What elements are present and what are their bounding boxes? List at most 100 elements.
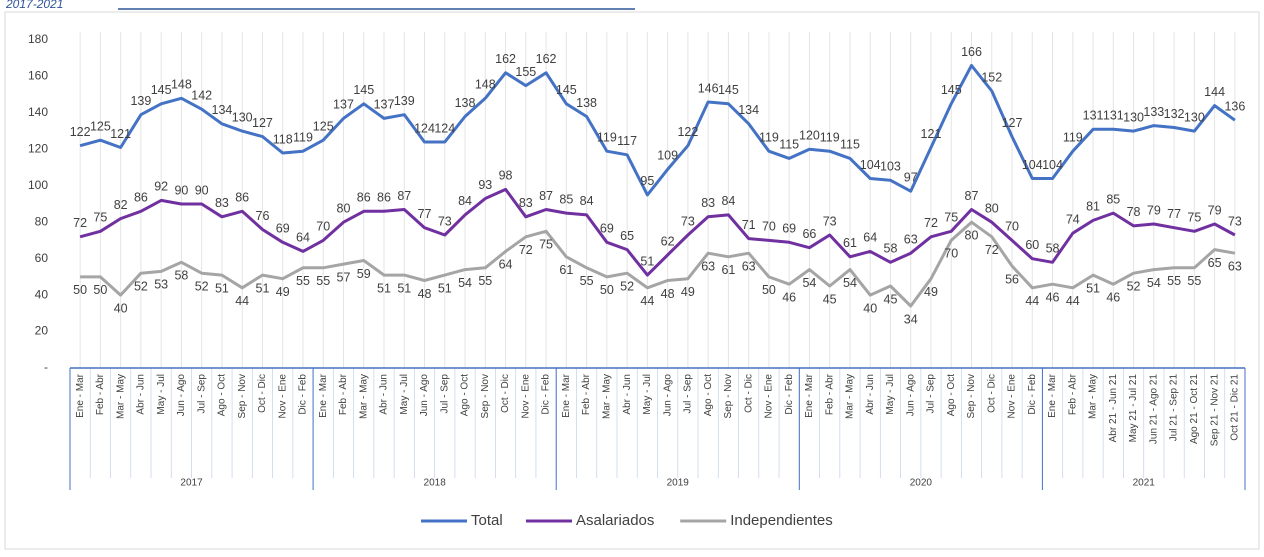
y-tick-label: 100 bbox=[28, 178, 48, 192]
data-label: 133 bbox=[1143, 105, 1164, 119]
data-label: 74 bbox=[1066, 212, 1080, 226]
data-label: 90 bbox=[195, 183, 209, 197]
group-label: 2021 bbox=[1133, 478, 1156, 489]
data-label: 115 bbox=[840, 138, 860, 152]
data-label: 85 bbox=[1106, 192, 1120, 206]
data-label: 125 bbox=[90, 120, 111, 134]
data-label: 92 bbox=[154, 180, 168, 194]
data-label: 49 bbox=[924, 285, 938, 299]
data-label: 146 bbox=[698, 81, 719, 95]
data-label: 72 bbox=[924, 216, 938, 230]
data-label: 98 bbox=[499, 169, 513, 183]
data-label: 93 bbox=[478, 178, 492, 192]
data-label: 131 bbox=[1083, 109, 1104, 123]
y-tick-label: 80 bbox=[35, 214, 49, 228]
data-label: 119 bbox=[293, 130, 313, 144]
data-label: 139 bbox=[130, 94, 151, 108]
data-label: 80 bbox=[965, 229, 979, 243]
x-tick-label: Feb - Abr bbox=[1067, 373, 1078, 415]
x-tick-label: Mar - May bbox=[845, 374, 856, 419]
data-label: 58 bbox=[884, 242, 898, 256]
x-tick-label: Nov - Ene bbox=[520, 374, 531, 419]
legend-label: Asalariados bbox=[576, 512, 654, 529]
data-label: 46 bbox=[782, 290, 796, 304]
series-line bbox=[80, 220, 1236, 308]
data-label: 136 bbox=[1224, 99, 1245, 113]
data-label: 44 bbox=[1025, 294, 1039, 308]
data-label: 65 bbox=[620, 229, 634, 243]
x-tick-label: Ago - Oct bbox=[460, 374, 471, 416]
data-label: 84 bbox=[580, 194, 594, 208]
data-label: 59 bbox=[357, 267, 371, 281]
data-label: 145 bbox=[941, 83, 962, 97]
x-tick-label: Ago - Oct bbox=[703, 374, 714, 416]
data-label: 115 bbox=[779, 138, 799, 152]
data-label: 55 bbox=[1167, 274, 1181, 288]
data-label: 148 bbox=[475, 78, 496, 92]
data-label: 162 bbox=[536, 52, 557, 66]
data-label: 58 bbox=[174, 269, 188, 283]
x-tick-label: Abr - Jun bbox=[622, 374, 633, 415]
data-label: 134 bbox=[212, 103, 233, 117]
x-tick-label: Dic - Feb bbox=[541, 374, 552, 415]
data-label: 86 bbox=[377, 191, 391, 205]
y-tick-label: 180 bbox=[28, 32, 48, 46]
data-label: 72 bbox=[985, 243, 999, 257]
data-label: 73 bbox=[823, 214, 837, 228]
data-label: 132 bbox=[1164, 107, 1185, 121]
data-label: 55 bbox=[316, 274, 330, 288]
data-label: 51 bbox=[215, 281, 229, 295]
x-tick-label: Jun - Ago bbox=[419, 374, 430, 417]
data-label: 69 bbox=[782, 222, 796, 236]
legend-label: Independientes bbox=[730, 512, 833, 529]
data-label: 51 bbox=[397, 281, 411, 295]
data-label: 63 bbox=[1228, 259, 1242, 273]
x-tick-label: Mar - May bbox=[115, 374, 126, 419]
data-label: 119 bbox=[759, 130, 779, 144]
data-label: 76 bbox=[256, 209, 270, 223]
data-label: 70 bbox=[762, 220, 776, 234]
data-label: 130 bbox=[1184, 110, 1205, 124]
data-label: 80 bbox=[337, 202, 351, 216]
data-label: 73 bbox=[681, 214, 695, 228]
data-label: 82 bbox=[114, 198, 128, 212]
data-label: 84 bbox=[721, 194, 735, 208]
data-label: 51 bbox=[377, 281, 391, 295]
x-tick-label: Ene - Mar bbox=[75, 373, 86, 418]
data-label: 152 bbox=[981, 70, 1002, 84]
data-label: 77 bbox=[418, 207, 432, 221]
data-label: 85 bbox=[559, 192, 573, 206]
data-label: 139 bbox=[394, 94, 415, 108]
data-label: 45 bbox=[823, 292, 837, 306]
data-label: 64 bbox=[499, 258, 513, 272]
data-label: 77 bbox=[1167, 207, 1181, 221]
y-tick-label: 40 bbox=[35, 287, 49, 301]
data-label: 69 bbox=[600, 222, 614, 236]
data-label: 80 bbox=[985, 202, 999, 216]
x-tick-label: Abr - Jun bbox=[865, 374, 876, 415]
data-label: 63 bbox=[904, 232, 918, 246]
data-label: 61 bbox=[843, 236, 857, 250]
x-tick-label: Abr - Jun bbox=[136, 374, 147, 415]
x-tick-label: Dic - Feb bbox=[1027, 374, 1038, 415]
data-label: 144 bbox=[1204, 85, 1225, 99]
series-line bbox=[79, 187, 1236, 277]
x-tick-label: Feb - Abr bbox=[581, 373, 592, 415]
group-label: 2019 bbox=[667, 478, 690, 489]
x-tick-label: Ene - Mar bbox=[561, 373, 572, 418]
data-label: 62 bbox=[661, 234, 675, 248]
data-label: 97 bbox=[904, 171, 918, 185]
x-tick-label: Sep 21 - Nov 21 bbox=[1209, 374, 1220, 447]
data-label: 61 bbox=[721, 263, 735, 277]
data-label: 58 bbox=[1046, 242, 1060, 256]
data-label: 145 bbox=[151, 83, 172, 97]
x-tick-label: Jul 21 - Sep 21 bbox=[1169, 374, 1180, 442]
data-label: 55 bbox=[580, 274, 594, 288]
data-label: 124 bbox=[414, 121, 435, 135]
data-label: 95 bbox=[640, 174, 654, 188]
y-tick-label: 160 bbox=[28, 69, 48, 83]
x-tick-label: Feb - Abr bbox=[95, 373, 106, 415]
x-tick-label: Oct - Dic bbox=[986, 374, 997, 413]
data-label: 104 bbox=[1042, 158, 1063, 172]
